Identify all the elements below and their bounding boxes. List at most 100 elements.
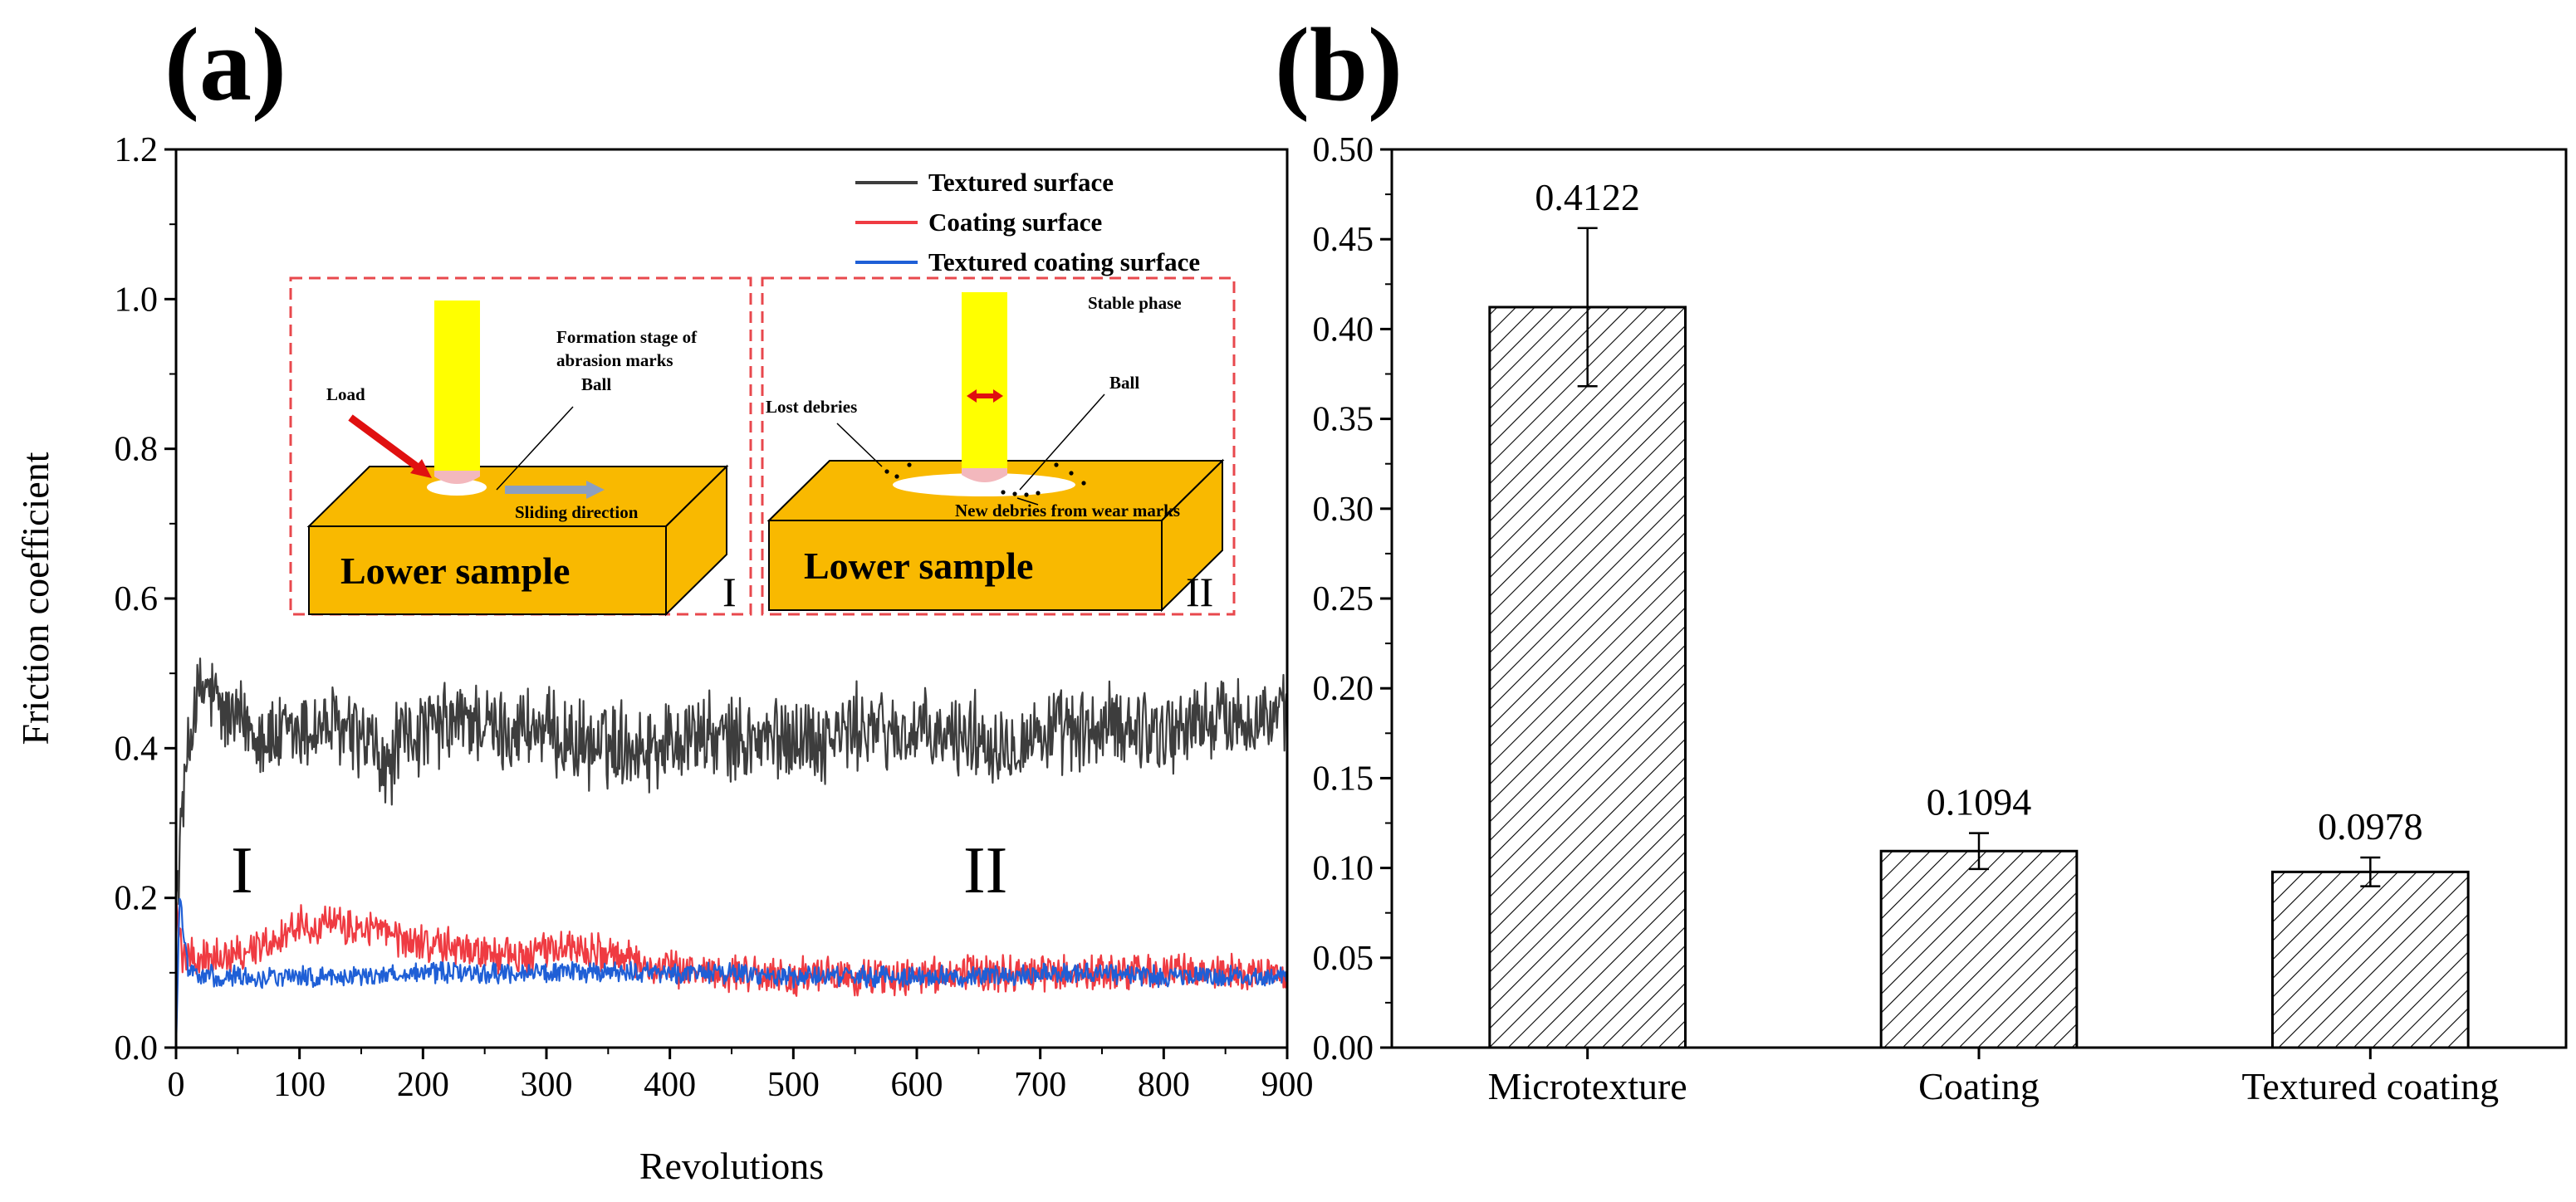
wear-mark [427, 479, 487, 496]
line-chart: 0.0 0.2 0.4 0.6 0.8 1.0 1.2 0 100 200 300 400 500 60… [14, 131, 1314, 1187]
x-tick-label: 700 [1014, 1066, 1066, 1104]
y-tick-label: 0.8 [115, 431, 159, 469]
lower-sample-front-2 [768, 520, 1163, 611]
loading-rod-2 [962, 292, 1007, 468]
ball-label-right: Ball [1109, 373, 1139, 393]
load-label: Load [326, 384, 365, 404]
y-tick-label: 0.6 [115, 580, 159, 618]
ball-label-left: Ball [581, 374, 611, 394]
inset-stable-phase: Stable phase Lost debries Ball New debri… [761, 276, 1236, 616]
y-tick-label-b: 0.50 [1313, 131, 1374, 169]
x-tick-label: 600 [891, 1066, 943, 1104]
y-tick-label-b: 0.20 [1313, 670, 1374, 708]
new-debris-pointer [1016, 497, 1039, 506]
sliding-direction-label: Sliding direction [515, 502, 639, 522]
debris-dot [1036, 491, 1041, 496]
legend-label-textured: Textured surface [928, 168, 1114, 197]
category-label: Textured coating [2241, 1065, 2499, 1107]
inset-right-roman: II [1186, 569, 1213, 615]
formation-label-line1: Formation stage of [556, 327, 698, 347]
y-axis: 0.0 0.2 0.4 0.6 0.8 1.0 1.2 [115, 131, 176, 1068]
x-tick-label: 800 [1138, 1066, 1190, 1104]
y-tick-label-b: 0.10 [1313, 850, 1374, 888]
x-tick-label: 900 [1261, 1066, 1314, 1104]
category-label: Microtexture [1488, 1065, 1687, 1107]
x-tick-label: 200 [397, 1066, 449, 1104]
y-tick-label-b: 0.15 [1313, 760, 1374, 798]
y-axis-title: Friction coefficient [14, 452, 56, 745]
bar-value-label: 0.0978 [2318, 805, 2423, 848]
x-tick-label: 100 [273, 1066, 326, 1104]
bar-value-label: 0.4122 [1535, 176, 1640, 218]
bar-value-label: 0.1094 [1927, 781, 2032, 823]
x-tick-label: 400 [644, 1066, 696, 1104]
load-arrow [348, 414, 426, 475]
x-axis-b: Microtexture Coating Textured coating [1488, 1048, 2499, 1107]
debris-dot [1054, 462, 1059, 467]
x-tick-label: 300 [521, 1066, 573, 1104]
y-tick-label-b: 0.35 [1313, 401, 1374, 439]
reciprocating-arrow-right [993, 389, 1003, 403]
ball [434, 471, 480, 484]
formation-label-line2: abrasion marks [556, 350, 673, 370]
debris-dot [1081, 481, 1086, 486]
y-tick-label-b: 0.30 [1313, 491, 1374, 529]
y-tick-label-b: 0.45 [1313, 221, 1374, 259]
stable-phase-label: Stable phase [1088, 293, 1182, 313]
bars-group: 0.4122 0.1094 0.0978 [1488, 176, 2470, 1049]
bar [1879, 849, 2079, 1049]
y-tick-label-b: 0.25 [1313, 580, 1374, 618]
series-line-textured-coating [176, 897, 1287, 1048]
inset-left-roman: I [722, 569, 737, 615]
legend-label-textured-coating: Textured coating surface [928, 247, 1200, 276]
load-arrow-head [410, 459, 432, 478]
lower-sample-front [308, 525, 667, 615]
sliding-arrow-head [586, 481, 605, 499]
y-tick-label: 0.0 [115, 1029, 159, 1068]
debris-dot [1069, 471, 1074, 476]
bar [1488, 305, 1687, 1049]
ball-pointer-line-2 [1019, 393, 1105, 491]
debris-dot [1024, 492, 1029, 497]
x-axis: 0 100 200 300 400 500 600 700 800 900 [168, 1048, 1314, 1104]
category-label: Coating [1918, 1065, 2040, 1107]
ball-2 [962, 468, 1007, 482]
panel-b-label: (b) [1275, 7, 1403, 123]
y-axis-b: 0.00 0.05 0.10 0.15 0.20 0.25 0.30 0.35 0.40 0.45… [1313, 131, 1392, 1068]
y-tick-label: 0.2 [115, 880, 159, 918]
x-tick-label: 0 [168, 1066, 185, 1104]
reciprocating-arrow-left [967, 389, 977, 403]
x-axis-title: Revolutions [639, 1145, 824, 1187]
y-tick-label: 1.2 [115, 131, 159, 169]
bar [2271, 870, 2470, 1049]
loading-rod [434, 300, 480, 471]
y-tick-label-b: 0.00 [1313, 1029, 1374, 1068]
lost-debris-label: Lost debries [766, 397, 857, 417]
new-debris-label: New debries from wear marks [955, 501, 1180, 520]
debris-dot [1001, 490, 1006, 495]
debris-dot [894, 474, 899, 479]
series-line-textured [176, 657, 1287, 906]
lower-sample-label-left: Lower sample [340, 550, 570, 592]
region-label-stage2: II [963, 834, 1007, 907]
debris-dot [907, 462, 912, 467]
x-tick-label: 500 [767, 1066, 820, 1104]
debris-dot [1012, 491, 1017, 496]
y-tick-label: 0.4 [115, 730, 159, 768]
region-label-stage1: I [231, 834, 253, 907]
series-group [176, 657, 1287, 1048]
y-tick-label-b: 0.40 [1313, 310, 1374, 349]
debris-dots [884, 462, 1086, 497]
legend: Textured surface Coating surface Texture… [855, 168, 1200, 276]
ball-pointer-line [496, 406, 574, 491]
lost-debris-pointer [836, 423, 883, 467]
inset-formation-stage: Load Formation stage of abrasion marks B… [289, 276, 752, 617]
y-tick-label: 1.0 [115, 281, 159, 319]
panel-a-label: (a) [164, 7, 286, 123]
legend-label-coating: Coating surface [928, 208, 1102, 237]
y-tick-label-b: 0.05 [1313, 940, 1374, 978]
debris-dot [884, 469, 889, 474]
lower-sample-label-right: Lower sample [804, 545, 1033, 587]
